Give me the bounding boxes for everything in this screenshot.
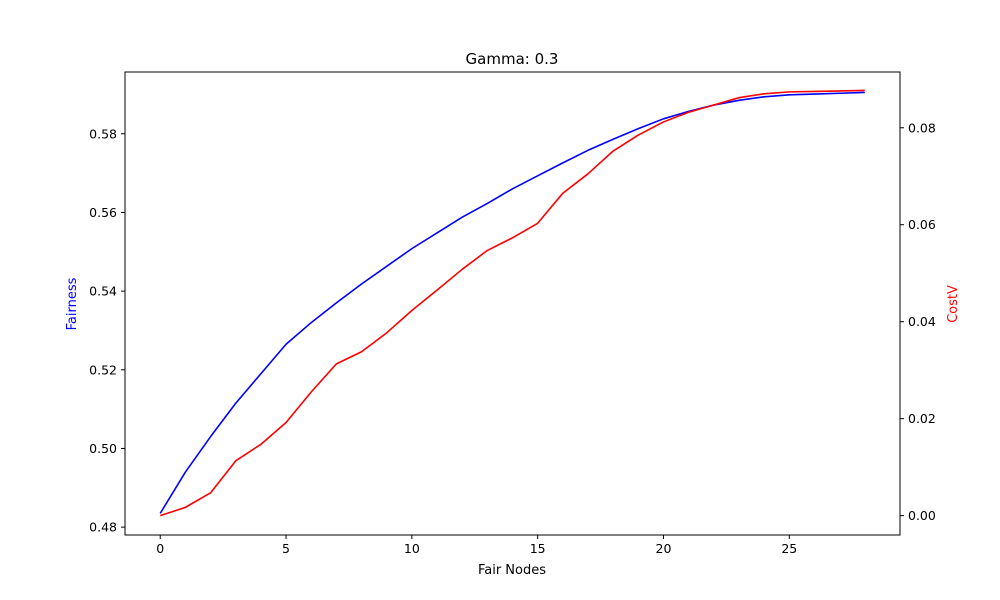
y-left-tick-label: 0.56 <box>89 205 117 220</box>
plot-area <box>159 89 865 517</box>
chart-title: Gamma: 0.3 <box>466 50 559 68</box>
y-axis-left: 0.48 0.50 0.52 0.54 0.56 0.58 <box>89 126 125 535</box>
fairness-series-line <box>159 91 865 514</box>
y-right-tick-label: 0.06 <box>908 217 936 232</box>
y-right-tick-label: 0.04 <box>908 314 936 329</box>
plot-frame <box>124 71 901 536</box>
y-axis-left-title: Fairness <box>65 277 80 330</box>
y-left-tick-label: 0.52 <box>89 362 117 377</box>
x-tick-label: 5 <box>282 541 290 556</box>
x-tick-label: 15 <box>530 541 546 556</box>
y-right-tick-label: 0.02 <box>908 411 936 426</box>
costv-series-line <box>159 89 865 517</box>
y-left-tick-label: 0.48 <box>89 520 117 535</box>
y-right-tick-label: 0.08 <box>908 120 936 135</box>
y-left-tick-label: 0.50 <box>89 441 117 456</box>
y-left-tick-label: 0.54 <box>89 284 117 299</box>
x-axis-title: Fair Nodes <box>478 563 546 578</box>
y-axis-right: 0.00 0.02 0.04 0.06 0.08 <box>900 120 936 523</box>
x-tick-label: 10 <box>404 541 420 556</box>
x-tick-label: 25 <box>781 541 797 556</box>
y-left-tick-label: 0.58 <box>89 126 117 141</box>
y-right-tick-label: 0.00 <box>908 508 936 523</box>
x-tick-label: 0 <box>156 541 164 556</box>
y-axis-right-title: CostV <box>946 285 961 323</box>
x-axis: 0 5 10 15 20 25 <box>156 535 797 556</box>
x-tick-label: 20 <box>656 541 672 556</box>
